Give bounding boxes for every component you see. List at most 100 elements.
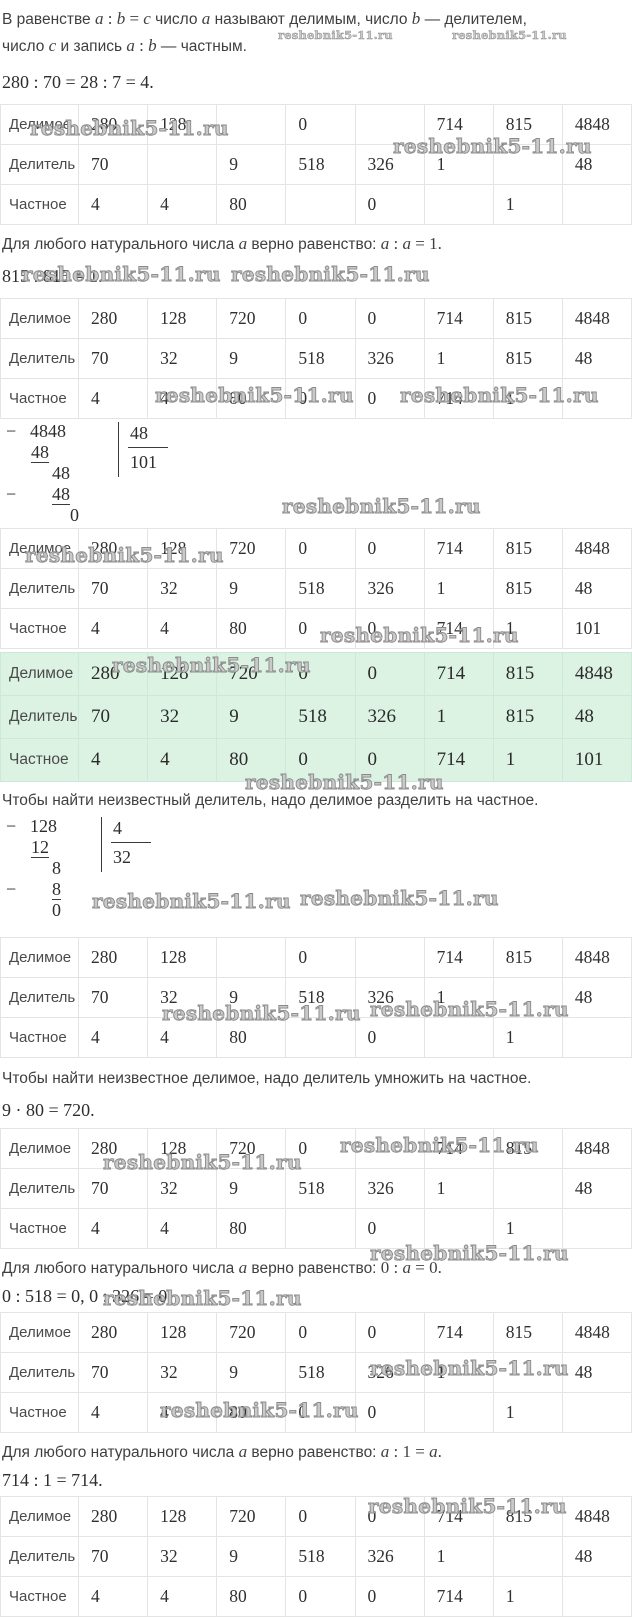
rule-zero-div-a-run-3: 0 : [380, 1258, 403, 1277]
row-label-divisor: Делитель [0, 568, 79, 609]
table-final-highlighted: Делимое 280 128 720 0 0 714 815 4848 Делитель 70 32… [0, 652, 632, 782]
cell-divisor-5: 326 [354, 568, 425, 609]
cell-divisor-2: 32 [147, 1536, 218, 1577]
cell-dividend-2: 128 [147, 104, 218, 145]
cell-dividend-5: 0 [354, 1496, 425, 1537]
row-label-quotient: Частное [0, 608, 79, 649]
cell-dividend-3: 720 [216, 298, 287, 339]
intro-paragraph-run-10: — делителем, [420, 11, 527, 28]
minus-spacer [6, 837, 30, 858]
cell-dividend-3 [216, 937, 287, 978]
cell-quotient-7: 1 [492, 738, 563, 782]
intro-paragraph-run-16: : [134, 36, 149, 55]
cell-dividend-5: 0 [354, 1312, 425, 1353]
row-label-quotient: Частное [0, 1017, 79, 1058]
longdiv-128-by-4-row-2: 8 [6, 858, 101, 879]
cell-divisor-6: 1 [423, 1352, 494, 1393]
cell-quotient-1: 4 [77, 184, 149, 225]
row-label-divisor: Делитель [0, 1168, 79, 1209]
table-row-divisor: Делитель 70 32 9 518 326 1 815 48 [0, 695, 632, 739]
row-label-dividend: Делимое [0, 1496, 79, 1537]
rule-a-div-1-run-1: a [238, 1442, 248, 1461]
longdiv-128-by-4: −128 12 8−8 0 4 32 [0, 816, 632, 921]
cell-divisor-5: 326 [354, 1352, 425, 1393]
intro-paragraph-run-8: называют делимым, число [210, 11, 412, 28]
intro-paragraph-run-12: число [2, 38, 49, 55]
cell-divisor-6: 1 [423, 977, 494, 1018]
cell-quotient-7: 1 [492, 378, 563, 419]
cell-divisor-6: 1 [423, 144, 494, 185]
cell-quotient-3: 80 [216, 1017, 287, 1058]
cell-divisor-4: 518 [285, 1352, 356, 1393]
cell-dividend-1: 280 [77, 1496, 149, 1537]
cell-divisor-4: 518 [285, 1536, 356, 1577]
cell-divisor-1: 70 [77, 568, 149, 609]
cell-divisor-7: 815 [492, 568, 563, 609]
longdiv-128-by-4-num-4: 0 [52, 900, 61, 920]
longdiv-4848-by-48-num-0: 4848 [30, 421, 66, 441]
cell-divisor-1: 70 [77, 1536, 149, 1577]
cell-dividend-4: 0 [285, 104, 356, 145]
cell-dividend-7: 815 [492, 1312, 563, 1353]
cell-quotient-2: 4 [147, 378, 218, 419]
cell-divisor-7 [492, 1168, 563, 1209]
intro-paragraph-run-0: В равенстве [2, 11, 95, 28]
cell-divisor-7 [492, 1352, 563, 1393]
table-row-divisor: Делитель 70 32 9 518 326 1 48 [0, 1536, 632, 1577]
intro-paragraph-run-9: b [411, 9, 421, 28]
cell-divisor-2: 32 [147, 977, 218, 1018]
cell-dividend-3: 720 [216, 1128, 287, 1169]
cell-quotient-2: 4 [147, 1017, 218, 1058]
intro-paragraph-run-6: число [150, 11, 202, 28]
cell-divisor-3: 9 [216, 1536, 287, 1577]
cell-dividend-7: 815 [492, 937, 563, 978]
cell-quotient-3: 80 [216, 184, 287, 225]
rule-a-div-1-run-3: a [380, 1442, 390, 1461]
table-row-quotient: Частное 4 4 80 0 0 714 1 [0, 378, 632, 419]
cell-quotient-7: 1 [492, 1392, 563, 1433]
cell-dividend-4: 0 [285, 652, 356, 696]
cell-divisor-1: 70 [77, 977, 149, 1018]
intro-paragraph-run-15: a [126, 36, 135, 55]
longdiv-128-by-4-num-0: 128 [30, 816, 57, 836]
rule-find-divisor-run-0: Чтобы найти неизвестный делитель, надо д… [2, 792, 539, 809]
cell-quotient-4: 0 [285, 378, 356, 419]
cell-quotient-5: 0 [354, 184, 425, 225]
cell-quotient-1: 4 [77, 1392, 149, 1433]
cell-quotient-5: 0 [354, 1208, 425, 1249]
cell-quotient-6: 714 [423, 378, 494, 419]
rule-a-div-a-run-6: = 1. [411, 234, 442, 253]
cell-quotient-4: 0 [285, 1576, 356, 1617]
longdiv-4848-by-48-row-4: 0 [6, 505, 118, 526]
rule-a-div-a: Для любого натурального числа a верно ра… [0, 231, 632, 258]
cell-divisor-6: 1 [423, 1168, 494, 1209]
cell-quotient-6: 714 [423, 738, 494, 782]
longdiv-128-by-4-num-3: 8 [52, 879, 61, 900]
cell-divisor-3: 9 [216, 338, 287, 379]
cell-quotient-4 [285, 1208, 356, 1249]
table-row-divisor: Делитель 70 32 9 518 326 1 815 48 [0, 568, 632, 609]
rule-a-div-1-run-2: верно равенство: [247, 1444, 381, 1461]
cell-quotient-8 [561, 1017, 632, 1058]
table-after-4848: Делимое 280 128 720 0 0 714 815 4848 Делитель 70 32… [0, 528, 632, 649]
table-row-dividend: Делимое 280 128 0 714 815 4848 [0, 104, 632, 145]
cell-quotient-5: 0 [354, 1017, 425, 1058]
rule-find-divisor: Чтобы найти неизвестный делитель, надо д… [0, 788, 632, 814]
table-row-quotient: Частное 4 4 80 0 1 [0, 1017, 632, 1058]
row-label-divisor: Делитель [0, 695, 79, 739]
cell-divisor-3: 9 [216, 144, 287, 185]
table-row-dividend: Делимое 280 128 720 0 0 714 815 4848 [0, 528, 632, 569]
rule-zero-div-a-run-2: верно равенство: [247, 1260, 381, 1277]
cell-quotient-5: 0 [354, 738, 425, 782]
example-714-1: 714 : 1 = 714. [2, 1470, 103, 1490]
table-step-dividend: Делимое 280 128 720 0 714 815 4848 Делитель 70 32 9… [0, 1128, 632, 1249]
cell-divisor-7: 815 [492, 338, 563, 379]
row-label-quotient: Частное [0, 738, 79, 782]
table-row-quotient: Частное 4 4 80 0 0 1 [0, 1392, 632, 1433]
cell-dividend-5 [354, 104, 425, 145]
minus-spacer [6, 463, 30, 484]
cell-quotient-2: 4 [147, 1392, 218, 1433]
cell-divisor-4: 518 [285, 977, 356, 1018]
table-row-quotient: Частное 4 4 80 0 0 714 1 101 [0, 608, 632, 649]
